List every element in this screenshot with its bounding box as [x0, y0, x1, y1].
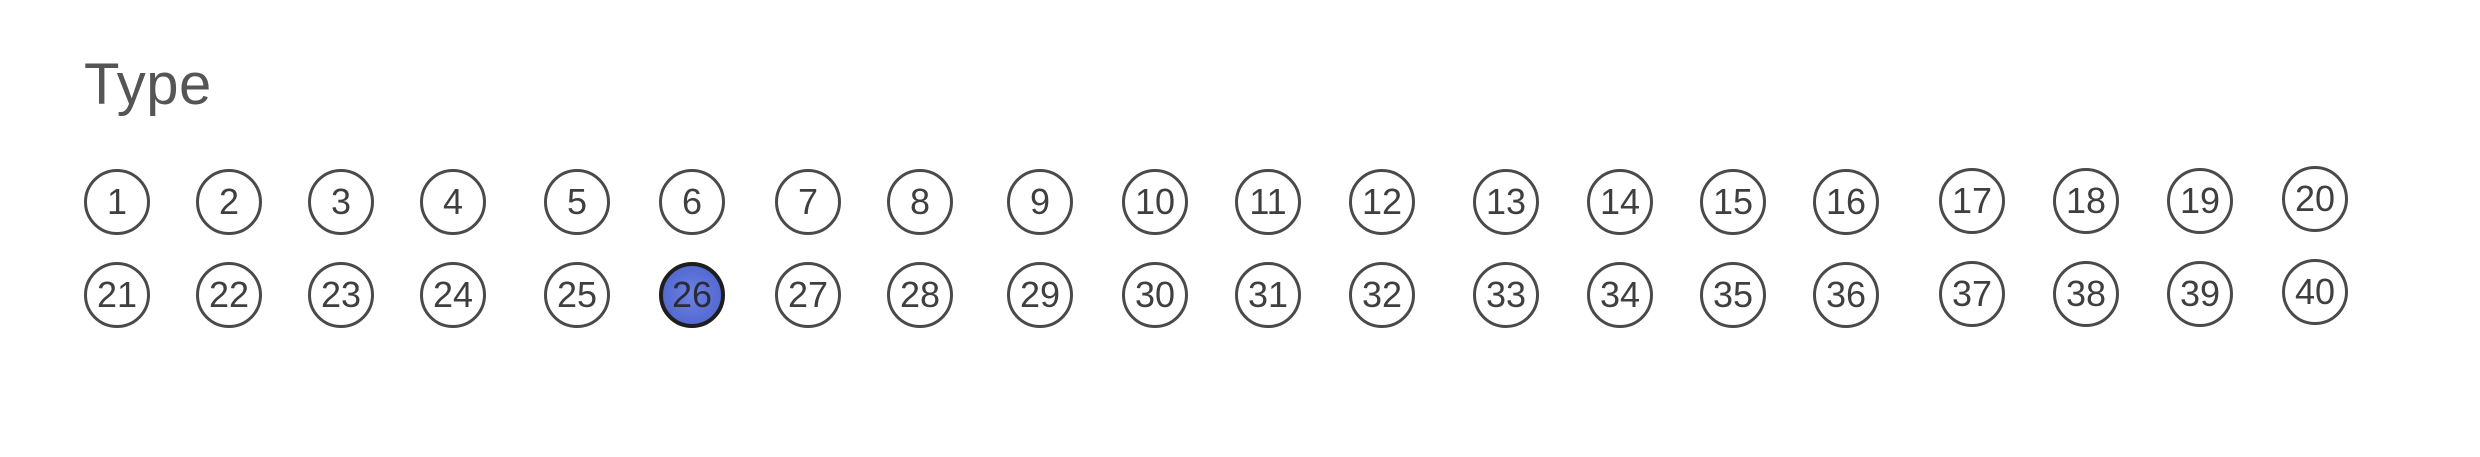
option-bubble-39[interactable]: 39	[2167, 261, 2233, 327]
option-bubble-25[interactable]: 25	[544, 262, 610, 328]
option-bubble-3[interactable]: 3	[308, 169, 374, 235]
option-bubble-5[interactable]: 5	[544, 169, 610, 235]
option-bubble-24[interactable]: 24	[420, 262, 486, 328]
option-bubble-32[interactable]: 32	[1349, 262, 1415, 328]
option-bubble-29[interactable]: 29	[1007, 262, 1073, 328]
option-bubble-22[interactable]: 22	[196, 262, 262, 328]
option-bubble-11[interactable]: 11	[1235, 169, 1301, 235]
option-bubble-4[interactable]: 4	[420, 169, 486, 235]
option-bubble-35[interactable]: 35	[1700, 262, 1766, 328]
option-bubble-7[interactable]: 7	[775, 169, 841, 235]
option-bubble-16[interactable]: 16	[1813, 169, 1879, 235]
option-bubble-26[interactable]: 26	[659, 262, 725, 328]
option-bubble-31[interactable]: 31	[1235, 262, 1301, 328]
option-bubble-15[interactable]: 15	[1700, 169, 1766, 235]
section-title: Type	[84, 52, 212, 117]
option-bubble-12[interactable]: 12	[1349, 169, 1415, 235]
option-bubble-18[interactable]: 18	[2053, 168, 2119, 234]
option-bubble-37[interactable]: 37	[1939, 261, 2005, 327]
option-bubble-6[interactable]: 6	[659, 169, 725, 235]
option-bubble-17[interactable]: 17	[1939, 168, 2005, 234]
option-bubble-23[interactable]: 23	[308, 262, 374, 328]
option-bubble-21[interactable]: 21	[84, 262, 150, 328]
option-bubble-9[interactable]: 9	[1007, 169, 1073, 235]
option-bubble-8[interactable]: 8	[887, 169, 953, 235]
option-bubble-27[interactable]: 27	[775, 262, 841, 328]
option-bubble-19[interactable]: 19	[2167, 168, 2233, 234]
option-bubble-13[interactable]: 13	[1473, 169, 1539, 235]
option-bubble-34[interactable]: 34	[1587, 262, 1653, 328]
option-bubble-33[interactable]: 33	[1473, 262, 1539, 328]
option-bubble-36[interactable]: 36	[1813, 262, 1879, 328]
option-bubble-40[interactable]: 40	[2282, 259, 2348, 325]
option-bubble-38[interactable]: 38	[2053, 261, 2119, 327]
option-bubble-1[interactable]: 1	[84, 169, 150, 235]
option-bubble-2[interactable]: 2	[196, 169, 262, 235]
option-bubble-30[interactable]: 30	[1122, 262, 1188, 328]
option-bubble-28[interactable]: 28	[887, 262, 953, 328]
option-bubble-14[interactable]: 14	[1587, 169, 1653, 235]
option-bubble-10[interactable]: 10	[1122, 169, 1188, 235]
option-bubble-20[interactable]: 20	[2282, 166, 2348, 232]
